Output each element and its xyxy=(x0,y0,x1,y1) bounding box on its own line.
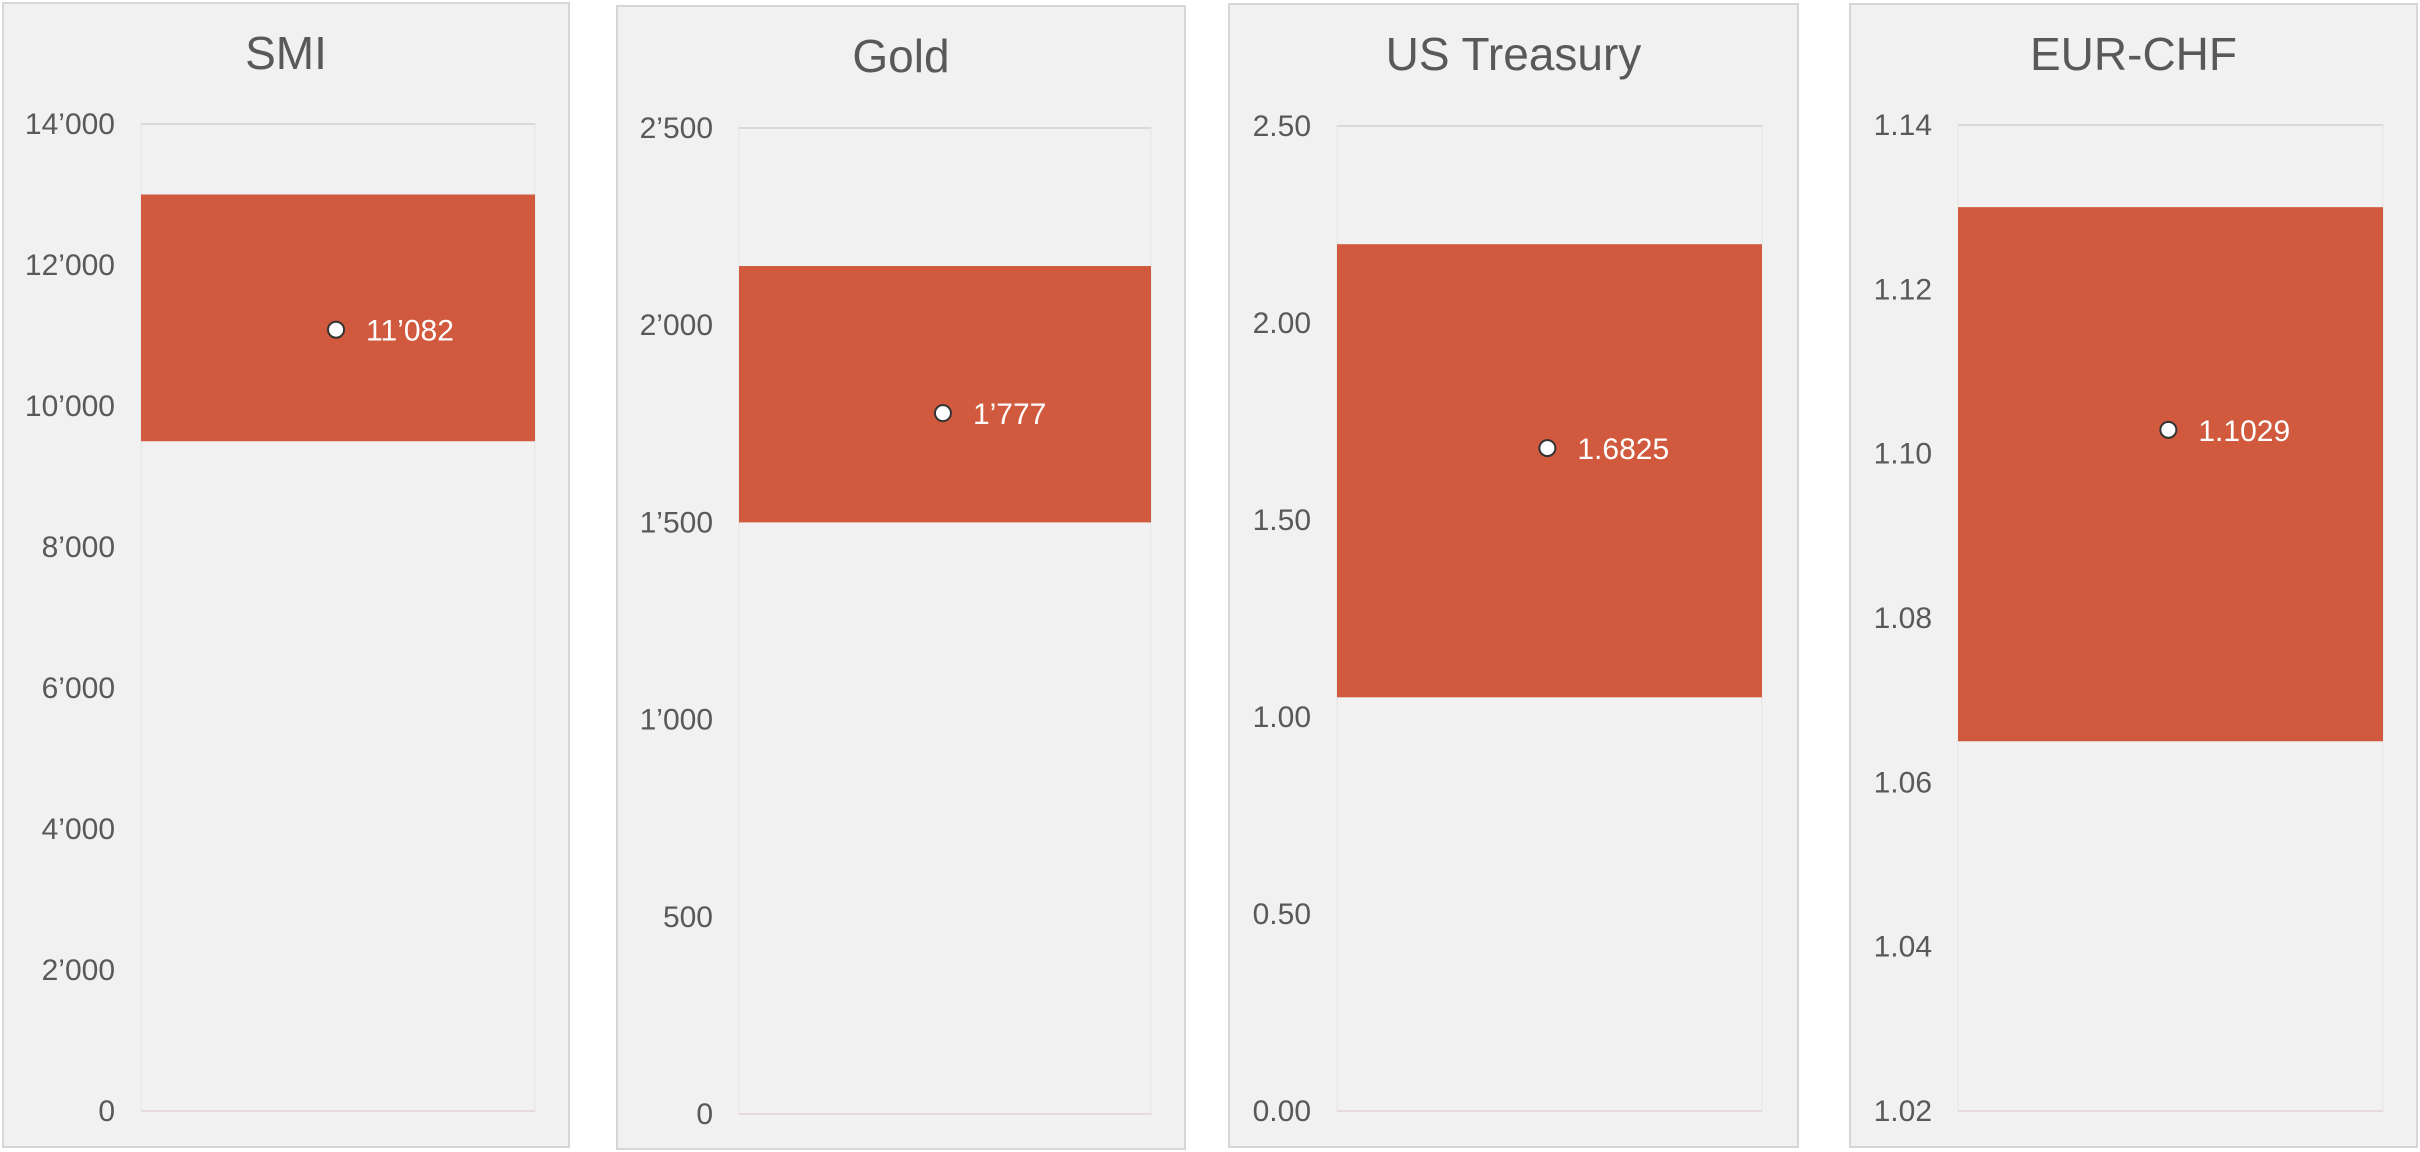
y-tick-label: 12’000 xyxy=(25,249,115,282)
chart-title: Gold xyxy=(852,30,950,82)
range-bar xyxy=(739,266,1151,523)
range-bar xyxy=(1337,244,1762,698)
data-label: 1.1029 xyxy=(2198,415,2290,448)
current-value-marker xyxy=(2159,420,2178,439)
chart-panel-us-treasury: US Treasury 0.00 0.50 1.00 1.50 2.00 2.50 1.68… xyxy=(1228,3,1799,1148)
chart-plot-gold: 0 500 1’000 1’500 2’000 2’500 1’777 xyxy=(640,112,1152,1131)
y-tick-label: 14’000 xyxy=(25,108,115,141)
data-label: 1.6825 xyxy=(1577,433,1669,466)
y-tick-label: 2’000 xyxy=(640,309,713,342)
chart-title: EUR-CHF xyxy=(2030,28,2237,80)
range-bar xyxy=(141,194,535,442)
y-tick-label: 2.00 xyxy=(1253,307,1311,340)
y-tick-label: 1.02 xyxy=(1874,1095,1932,1128)
data-label: 1’777 xyxy=(973,398,1046,431)
chart-panel-gold: Gold 0 500 1’000 1’500 2’000 2’500 1’777 xyxy=(616,5,1186,1150)
chart-plot-eur-chf: 1.02 1.04 1.06 1.08 1.10 1.12 1.14 1.1029 xyxy=(1874,109,2384,1128)
chart-plot-us-treasury: 0.00 0.50 1.00 1.50 2.00 2.50 1.6825 xyxy=(1253,110,1763,1128)
y-tick-label: 2’000 xyxy=(42,954,115,987)
y-tick-label: 2.50 xyxy=(1253,110,1311,143)
range-bar xyxy=(1958,207,2383,742)
y-tick-label: 2’500 xyxy=(640,112,713,145)
chart-panel-smi: SMI 0 2’000 4’000 6’000 8’000 10’000 12’000 14’… xyxy=(2,2,570,1148)
data-label: 11’082 xyxy=(366,315,454,348)
y-tick-label: 1.06 xyxy=(1874,766,1932,799)
chart-title: SMI xyxy=(245,27,327,79)
chart-title: US Treasury xyxy=(1385,28,1642,80)
y-tick-label: 1.12 xyxy=(1874,273,1932,306)
y-tick-label: 1.10 xyxy=(1874,438,1932,471)
current-value-marker xyxy=(327,320,346,339)
y-tick-label: 1.00 xyxy=(1253,701,1311,734)
y-tick-label: 1.04 xyxy=(1874,931,1932,964)
y-tick-label: 6’000 xyxy=(42,672,115,705)
y-tick-label: 0 xyxy=(696,1098,713,1131)
y-tick-label: 1.08 xyxy=(1874,602,1932,635)
y-tick-label: 8’000 xyxy=(42,531,115,564)
y-tick-label: 0 xyxy=(98,1095,115,1128)
current-value-marker xyxy=(1538,439,1557,458)
y-tick-label: 1.14 xyxy=(1874,109,1932,142)
current-value-marker xyxy=(933,404,952,423)
y-tick-label: 500 xyxy=(663,901,713,934)
y-tick-label: 4’000 xyxy=(42,813,115,846)
y-tick-label: 0.50 xyxy=(1253,898,1311,931)
y-tick-label: 10’000 xyxy=(25,390,115,423)
y-tick-label: 1’000 xyxy=(640,704,713,737)
y-tick-label: 1’500 xyxy=(640,506,713,539)
y-tick-label: 0.00 xyxy=(1253,1095,1311,1128)
chart-plot-smi: 0 2’000 4’000 6’000 8’000 10’000 12’000 14’000 1… xyxy=(25,108,536,1128)
chart-panel-eur-chf: EUR-CHF 1.02 1.04 1.06 1.08 1.10 1.12 1.14 1.10… xyxy=(1849,3,2418,1148)
y-tick-label: 1.50 xyxy=(1253,504,1311,537)
